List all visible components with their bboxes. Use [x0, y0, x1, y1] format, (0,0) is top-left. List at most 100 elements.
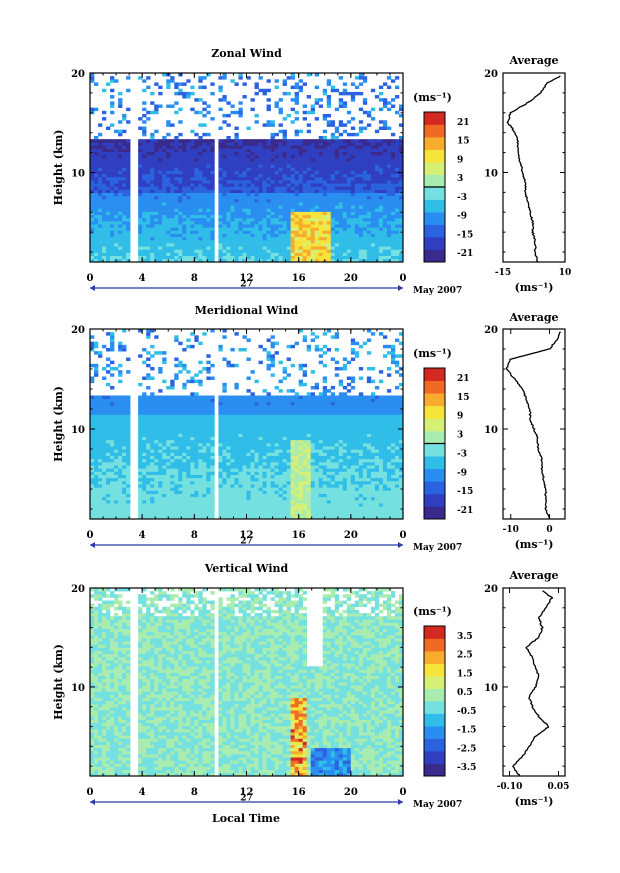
heatmap-cell	[382, 255, 388, 260]
heatmap-cell	[234, 158, 239, 162]
heatmap-cell	[386, 236, 392, 241]
heatmap-cell	[194, 398, 199, 403]
heatmap-cell	[118, 405, 123, 409]
heatmap-cell	[250, 158, 255, 162]
heatmap-cell	[266, 183, 271, 187]
heatmap-cell	[166, 512, 171, 517]
heatmap-cell	[142, 414, 147, 418]
heatmap-cell	[122, 474, 127, 479]
heatmap-cell	[370, 199, 376, 203]
heatmap-cell	[310, 211, 316, 216]
heatmap-cell	[94, 509, 99, 513]
heatmap-cell	[218, 468, 223, 472]
heatmap-cell	[218, 458, 223, 463]
heatmap-cell	[346, 217, 352, 222]
heatmap-cell	[226, 490, 231, 494]
heatmap-cell	[178, 471, 183, 475]
heatmap-cell	[122, 512, 127, 517]
heatmap-cell	[142, 493, 147, 498]
heatmap-cell	[198, 151, 203, 156]
heatmap-cell	[230, 512, 235, 517]
heatmap-cell	[226, 439, 231, 444]
heatmap-cell	[102, 192, 107, 197]
heatmap-cell	[106, 439, 111, 444]
heatmap-cell	[142, 221, 147, 225]
heatmap-cell	[262, 211, 267, 216]
heatmap-cell	[262, 217, 267, 222]
heatmap-cell	[202, 249, 207, 253]
heatmap-cell	[298, 170, 303, 175]
heatmap-cell	[202, 398, 207, 403]
heatmap-cell	[342, 233, 348, 238]
heatmap-cell	[194, 246, 199, 250]
heatmap-cell	[234, 217, 239, 222]
heatmap-cell	[206, 481, 211, 485]
heatmap-cell	[118, 446, 123, 450]
heatmap-cell	[326, 82, 332, 86]
heatmap-cell	[90, 348, 95, 352]
heatmap-cell	[126, 500, 131, 504]
heatmap-cell	[110, 471, 115, 475]
heatmap-cell	[186, 496, 191, 501]
heatmap-cell	[98, 509, 103, 513]
heatmap-cell	[202, 85, 207, 90]
heatmap-cell	[114, 202, 119, 206]
heatmap-cell	[154, 221, 159, 225]
heatmap-cell	[166, 145, 171, 149]
heatmap-cell	[358, 145, 364, 149]
heatmap-cell	[154, 452, 159, 456]
heatmap-cell	[174, 230, 179, 234]
heatmap-cell	[238, 214, 243, 219]
heatmap-cell	[174, 239, 179, 244]
heatmap-cell	[350, 192, 356, 197]
heatmap-cell	[94, 255, 99, 260]
heatmap-cell	[170, 123, 175, 127]
heatmap-cell	[206, 217, 211, 222]
heatmap-cell	[190, 512, 195, 517]
heatmap-cell	[274, 132, 279, 137]
heatmap-cell	[302, 211, 307, 216]
heatmap-cell	[282, 236, 287, 241]
heatmap-cell	[398, 195, 404, 200]
heatmap-cell	[342, 258, 348, 263]
heatmap-cell	[182, 474, 187, 479]
heatmap-cell	[154, 180, 159, 184]
heatmap-cell	[262, 142, 267, 146]
heatmap-cell	[226, 246, 231, 250]
heatmap-cell	[94, 401, 99, 406]
heatmap-cell	[274, 180, 279, 184]
colorbar-tick-label: -21	[457, 249, 473, 259]
heatmap-cell	[182, 367, 187, 371]
heatmap-cell	[178, 515, 183, 520]
heatmap-cell	[218, 512, 223, 517]
heatmap-cell	[170, 506, 175, 510]
heatmap-cell	[150, 211, 155, 216]
heatmap-cell	[98, 439, 103, 444]
heatmap-cell	[302, 192, 307, 197]
heatmap-cell	[170, 221, 175, 225]
heatmap-cell	[118, 167, 123, 171]
heatmap-cell	[230, 183, 235, 187]
heatmap-cell	[118, 221, 123, 225]
heatmap-cell	[126, 487, 131, 491]
heatmap-cell	[358, 217, 364, 222]
heatmap-cell	[314, 189, 320, 193]
heatmap-cell	[258, 142, 263, 146]
heatmap-cell	[162, 217, 167, 222]
heatmap-cell	[202, 167, 207, 171]
heatmap-cell	[158, 236, 163, 241]
heatmap-cell	[242, 199, 247, 203]
heatmap-cell	[94, 161, 99, 165]
heatmap-cell	[138, 424, 143, 428]
heatmap-cell	[254, 211, 259, 216]
heatmap-cell	[350, 154, 356, 159]
heatmap-cell	[182, 509, 187, 513]
heatmap-cell	[242, 167, 247, 171]
heatmap-cell	[306, 151, 311, 156]
heatmap-cell	[238, 139, 243, 143]
heatmap-cell	[170, 145, 175, 149]
heatmap-cell	[294, 224, 299, 228]
heatmap-cell	[158, 151, 163, 156]
heatmap-cell	[290, 208, 295, 212]
heatmap-cell	[174, 82, 179, 86]
